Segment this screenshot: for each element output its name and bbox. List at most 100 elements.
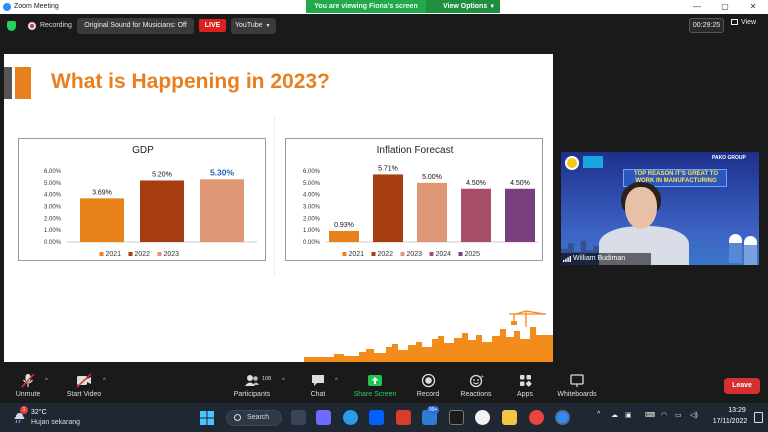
- legend-label: 2022: [378, 251, 394, 258]
- github-icon[interactable]: [475, 410, 490, 425]
- y-tick-label: 4.00%: [303, 193, 321, 199]
- battery-icon[interactable]: ▭: [675, 412, 682, 419]
- start-video-button[interactable]: Start Video: [62, 373, 106, 398]
- chat-options-chevron-icon[interactable]: ^: [335, 378, 338, 384]
- bar-2022: [373, 174, 403, 242]
- volume-icon[interactable]: ◁): [690, 412, 698, 419]
- video-off-icon: [76, 373, 92, 388]
- file-explorer-taskbar-icon[interactable]: [291, 410, 306, 425]
- legend-swatch: [400, 252, 405, 256]
- record-button[interactable]: Record: [412, 373, 444, 398]
- weather-rain-icon[interactable]: [13, 410, 25, 424]
- slide-divider: [274, 116, 275, 276]
- reactions-button[interactable]: + Reactions: [457, 373, 495, 398]
- tray-chevron-icon[interactable]: ^: [597, 411, 601, 418]
- notification-center-icon[interactable]: [754, 412, 763, 423]
- participants-options-chevron-icon[interactable]: ^: [282, 378, 285, 384]
- chat-icon: [312, 375, 324, 386]
- audio-options-chevron-icon[interactable]: ^: [45, 378, 48, 384]
- zoom-logo-icon: [3, 3, 11, 11]
- participants-label: Participants: [233, 391, 271, 398]
- edge-browser-icon[interactable]: [343, 410, 358, 425]
- video-options-chevron-icon[interactable]: ^: [103, 378, 106, 384]
- window-title: Zoom Meeting: [14, 3, 59, 10]
- bar-2021: [80, 198, 124, 242]
- inflation-chart-svg: Inflation Forecast 0.00% 1.00% 2.00% 3.00% 4.…: [303, 145, 538, 258]
- legend-label: 2022: [135, 251, 151, 258]
- view-options-button[interactable]: View Options ▼: [426, 0, 500, 13]
- construction-skyline-graphic: [304, 310, 553, 362]
- legend-swatch: [458, 252, 463, 256]
- signal-bars-icon: [563, 256, 571, 262]
- y-tick-label: 0.00%: [44, 240, 62, 246]
- bar-2021: [329, 230, 359, 242]
- weather-description: Hujan sekarang: [31, 419, 81, 426]
- y-tick-label: 4.00%: [44, 193, 62, 199]
- legend-label: 2025: [465, 251, 481, 258]
- maximize-icon[interactable]: ▢: [721, 2, 729, 11]
- share-screen-button[interactable]: Share Screen: [350, 373, 400, 398]
- apps-icon: [519, 375, 532, 387]
- windows-taskbar: 1 32°C Hujan sekarang Search 99+ ^ ☁ ▣ ⌨…: [0, 403, 768, 432]
- speaker-video[interactable]: PAKO GROUP TOP REASON IT'S GREAT TO WORK…: [561, 152, 759, 265]
- minimize-icon[interactable]: —: [693, 2, 701, 11]
- taskbar-search[interactable]: Search: [226, 410, 282, 426]
- chrome-icon[interactable]: [529, 410, 544, 425]
- search-icon: [234, 414, 241, 421]
- chart-title: GDP: [132, 145, 154, 156]
- close-icon[interactable]: ✕: [749, 2, 757, 11]
- mic-muted-icon: [21, 373, 35, 388]
- grid-view-icon: [731, 19, 738, 25]
- tray-keyboard-icon[interactable]: ⌨: [645, 412, 656, 419]
- worker-helmet-icon: [744, 236, 757, 245]
- folder-icon[interactable]: [502, 410, 517, 425]
- legend-swatch: [99, 252, 104, 256]
- chat-button[interactable]: Chat: [304, 373, 332, 398]
- stream-target-select[interactable]: YouTube ▼: [231, 18, 276, 34]
- data-label: 5.71%: [378, 165, 398, 172]
- apps-label: Apps: [517, 391, 533, 398]
- company-logo-icon: [565, 156, 579, 170]
- office-icon[interactable]: [396, 410, 411, 425]
- tray-cloud-icon[interactable]: ☁: [611, 412, 618, 419]
- whiteboards-button[interactable]: Whiteboards: [553, 373, 601, 398]
- view-button[interactable]: View: [731, 19, 756, 26]
- windows-start-icon[interactable]: [200, 411, 214, 425]
- data-label: 3.69%: [92, 189, 112, 196]
- zoom-taskbar-icon[interactable]: [555, 410, 570, 425]
- apps-button[interactable]: Apps: [512, 373, 538, 398]
- leave-button[interactable]: Leave: [724, 378, 760, 394]
- weather-notification-badge: 1: [20, 406, 28, 414]
- event-badge-icon: [583, 156, 603, 168]
- data-label: 5.30%: [210, 167, 235, 177]
- data-label: 4.50%: [466, 180, 486, 187]
- shared-screen-slide: What is Happening in 2023? GDP 0.00% 1.00%…: [4, 54, 553, 362]
- wifi-icon[interactable]: ◠: [661, 412, 668, 419]
- unmute-label: Unmute: [15, 391, 41, 398]
- task-view-icon[interactable]: [316, 410, 331, 425]
- live-badge: LIVE: [199, 19, 226, 32]
- unmute-button[interactable]: Unmute: [10, 373, 46, 398]
- bar-2023: [200, 179, 244, 242]
- svg-text:+: +: [480, 374, 484, 380]
- y-tick-label: 6.00%: [44, 169, 62, 175]
- taskbar-time[interactable]: 13:29: [728, 407, 746, 414]
- y-tick-label: 6.00%: [303, 169, 321, 175]
- store-icon[interactable]: [449, 410, 464, 425]
- background-banner-text: TOP REASON IT'S GREAT TO WORK IN MANUFAC…: [634, 171, 718, 184]
- participants-button[interactable]: Participants: [230, 373, 274, 398]
- gdp-chart-svg: GDP 0.00% 1.00% 2.00% 3.00% 4.00% 5.00% 6.00% 3.…: [44, 145, 257, 258]
- taskbar-date[interactable]: 17/11/2022: [712, 418, 748, 425]
- security-shield-icon[interactable]: [7, 21, 16, 31]
- original-sound-button[interactable]: Original Sound for Musicians: Off: [77, 18, 194, 34]
- data-label: 4.50%: [510, 180, 530, 187]
- slide-title: What is Happening in 2023?: [51, 70, 330, 93]
- search-label: Search: [247, 414, 270, 421]
- y-tick-label: 0.00%: [303, 240, 321, 246]
- tray-app-icon[interactable]: ▣: [625, 412, 632, 419]
- worker-helmet-icon: [729, 234, 742, 243]
- start-video-label: Start Video: [66, 391, 102, 398]
- view-label: View: [741, 19, 757, 26]
- brand-label: PAKO GROUP: [712, 155, 746, 161]
- dropbox-icon[interactable]: [369, 410, 384, 425]
